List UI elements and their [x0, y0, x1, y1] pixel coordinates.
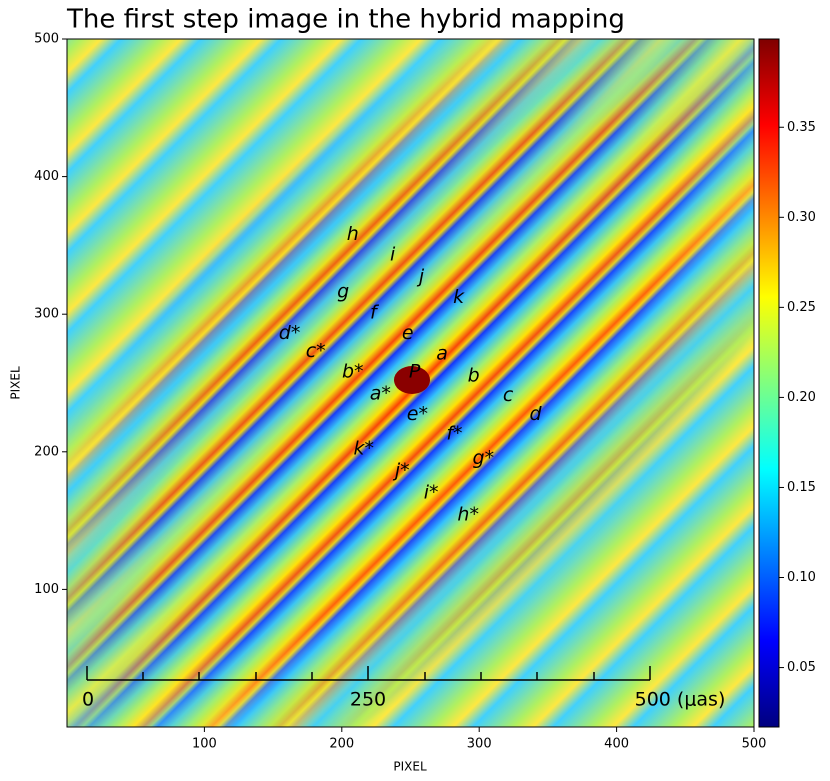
- colorbar-tick-label: 0.20: [787, 390, 816, 405]
- y-tick-label: 400: [34, 169, 59, 184]
- annotation: d*: [279, 322, 301, 344]
- colorbar-tick-label: 0.15: [787, 480, 816, 495]
- annotation: j: [416, 266, 425, 288]
- colorbar-tick-label: 0.25: [787, 300, 816, 315]
- annotation: f: [370, 301, 380, 323]
- annotation: P: [409, 360, 421, 382]
- annotation: d: [530, 403, 543, 425]
- colorbar-tick-label: 0.05: [787, 660, 816, 675]
- annotation: i: [390, 244, 396, 266]
- chart-title: The first step image in the hybrid mappi…: [66, 5, 625, 35]
- y-axis-label: PIXEL: [9, 366, 23, 400]
- annotation: b: [468, 365, 480, 387]
- annotation: g: [337, 281, 349, 303]
- annotation: k: [453, 286, 465, 308]
- scale-label: 500 (μas): [635, 689, 726, 711]
- annotation: c: [503, 384, 514, 406]
- x-tick-label: 100: [192, 737, 217, 752]
- y-tick-label: 500: [34, 32, 59, 47]
- annotation: h*: [457, 504, 479, 526]
- annotation: g*: [473, 447, 495, 469]
- annotation: e: [402, 322, 414, 344]
- x-tick-label: 400: [604, 737, 629, 752]
- y-tick-label: 100: [34, 582, 59, 597]
- scale-bar: [86, 666, 651, 681]
- colorbar-tick-label: 0.10: [787, 570, 816, 585]
- annotation: e*: [407, 403, 428, 425]
- scale-label: 0: [82, 689, 94, 711]
- colorbar-tick-label: 0.35: [787, 120, 816, 135]
- colorbar-tick-label: 0.30: [787, 210, 816, 225]
- annotation: i*: [424, 482, 439, 504]
- heatmap: [67, 39, 754, 727]
- plot-frame: [66, 38, 755, 728]
- y-tick-label: 300: [34, 307, 59, 322]
- x-tick-label: 500: [742, 737, 767, 752]
- x-axis-label: PIXEL: [393, 760, 427, 774]
- x-tick-label: 200: [329, 737, 354, 752]
- annotation: a: [436, 343, 448, 365]
- annotation: j*: [392, 460, 410, 482]
- annotation: k*: [354, 438, 375, 460]
- annotation: c*: [306, 340, 326, 362]
- annotation: a*: [370, 383, 391, 405]
- y-tick-label: 200: [34, 444, 59, 459]
- colorbar: [758, 38, 780, 728]
- annotation: h: [347, 223, 359, 245]
- scale-label: 250: [350, 689, 386, 711]
- annotation: b*: [342, 360, 364, 382]
- x-tick-label: 300: [467, 737, 492, 752]
- annotation: f*: [446, 422, 462, 444]
